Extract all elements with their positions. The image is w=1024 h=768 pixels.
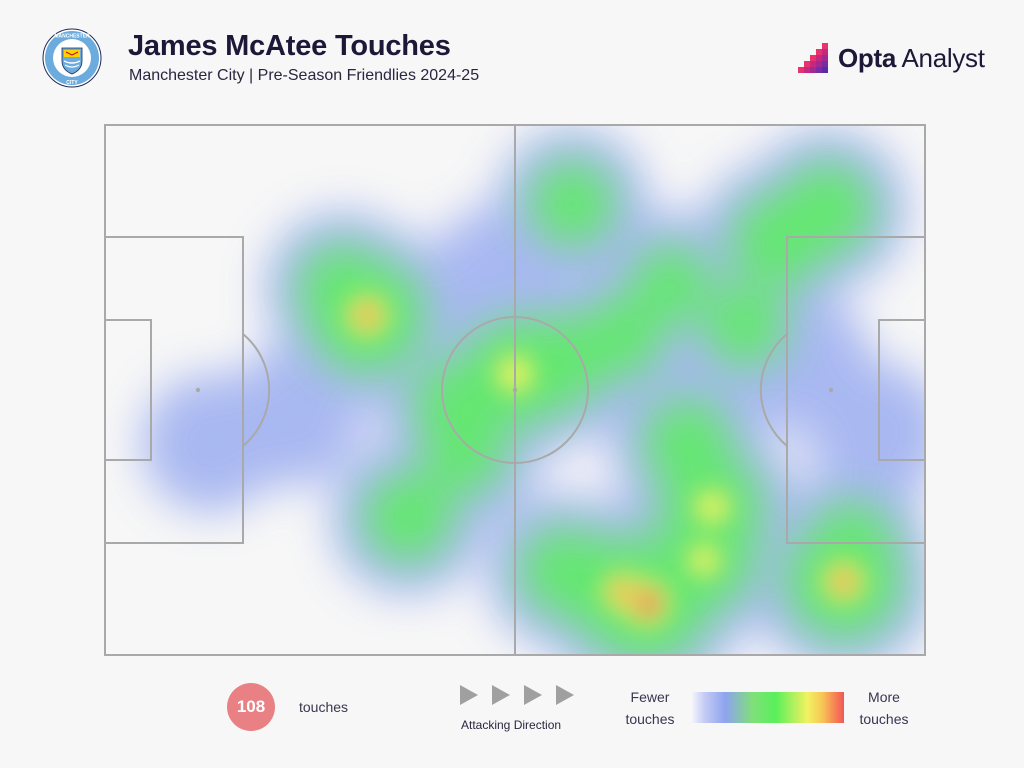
heat-spot-hot-7 bbox=[354, 303, 380, 328]
heat-spot-mid-18 bbox=[704, 285, 787, 368]
crest-text-bottom: CITY bbox=[66, 80, 78, 86]
pitch-markings bbox=[104, 124, 926, 656]
arrow-icon bbox=[492, 685, 510, 705]
legend-low-label: Fewer touches bbox=[625, 689, 675, 727]
center-circle bbox=[441, 316, 589, 464]
heat-spot-23 bbox=[224, 347, 363, 486]
brand-logo: Opta Analyst bbox=[798, 40, 985, 76]
arrow-icon bbox=[556, 685, 574, 705]
heat-spot-mid-15 bbox=[529, 160, 616, 247]
heat-spot-hot-5 bbox=[831, 569, 856, 594]
pitch-heatmap bbox=[104, 124, 926, 656]
left-penalty-arc bbox=[242, 333, 271, 447]
heat-spot-mid-20 bbox=[631, 244, 711, 323]
brand-name-light: Analyst bbox=[896, 42, 985, 73]
heat-spot-24 bbox=[431, 205, 566, 340]
brand-name-bold: Opta bbox=[838, 42, 897, 73]
left-penalty-spot bbox=[195, 387, 201, 393]
heat-spot-mid-12 bbox=[363, 472, 454, 563]
club-crest-logo: MANCHESTER CITY bbox=[42, 28, 102, 88]
crest-text-top: MANCHESTER bbox=[54, 34, 90, 40]
legend-color-scale bbox=[692, 692, 844, 723]
chart-title: James McAtee Touches bbox=[128, 30, 451, 62]
heat-spot-mid-19 bbox=[580, 295, 663, 378]
touch-count-label: touches bbox=[299, 699, 349, 715]
heat-spot-mid-17 bbox=[731, 194, 825, 288]
touch-count-badge: 108 bbox=[227, 683, 275, 731]
heat-spot-mid-14 bbox=[519, 525, 610, 616]
legend-high-label: More touches bbox=[859, 689, 909, 727]
attacking-direction-label: Attacking Direction bbox=[461, 718, 562, 732]
heat-spot-warm-3 bbox=[694, 489, 731, 525]
center-spot bbox=[512, 387, 518, 393]
heat-spot-mid-10 bbox=[507, 314, 605, 413]
attacking-direction-arrows bbox=[460, 685, 574, 705]
opta-bars-icon bbox=[798, 43, 828, 73]
heat-spot-mid-13 bbox=[424, 412, 507, 495]
right-penalty-arc bbox=[759, 333, 788, 447]
arrow-icon bbox=[524, 685, 542, 705]
arrow-icon bbox=[460, 685, 478, 705]
chart-subtitle: Manchester City | Pre-Season Friendlies … bbox=[129, 67, 480, 84]
heat-spot-warm-2 bbox=[687, 543, 721, 577]
heat-spot-hot-1 bbox=[610, 581, 633, 604]
right-penalty-spot bbox=[828, 387, 834, 393]
heat-spot-mid-4 bbox=[642, 398, 733, 489]
